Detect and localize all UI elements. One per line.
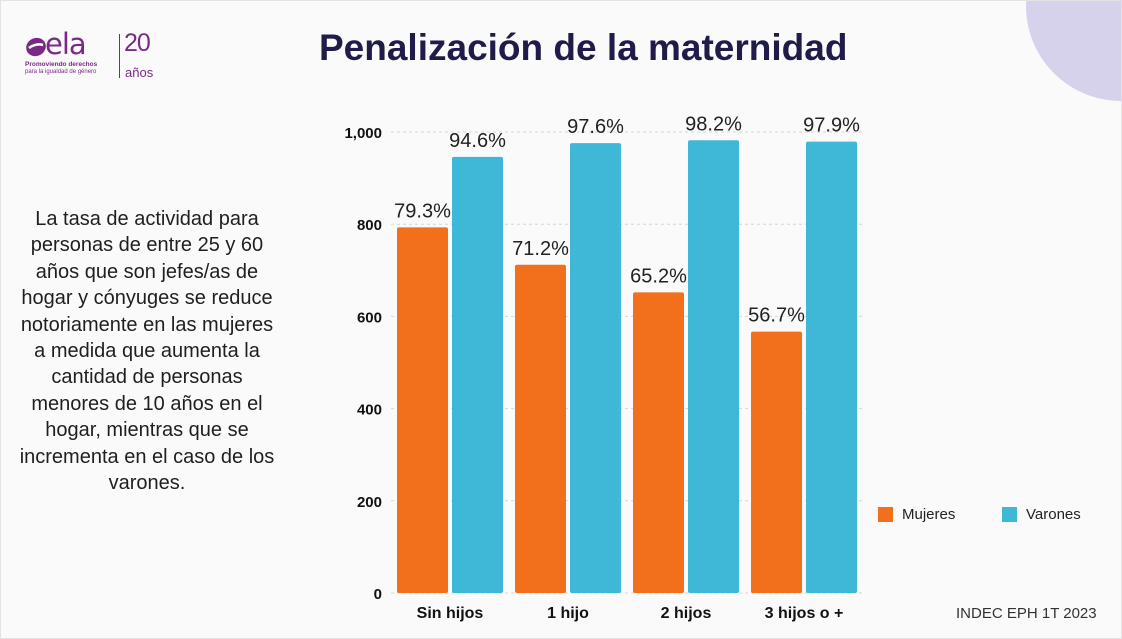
x-tick-label: 1 hijo	[547, 605, 589, 622]
logo-tagline-2: para la igualdad de género	[25, 69, 97, 75]
legend-swatch-varones	[1002, 507, 1017, 522]
data-label-varones: 97.6%	[567, 116, 624, 138]
page-title: Penalización de la maternidad	[319, 27, 848, 68]
logo-anniversary-number: 20	[124, 29, 151, 57]
y-tick-label: 800	[357, 217, 382, 234]
bar-mujeres	[515, 264, 566, 593]
y-tick-label: 0	[374, 586, 382, 603]
data-label-varones: 98.2%	[685, 113, 742, 135]
description-text: La tasa de actividad para personas de en…	[19, 208, 275, 495]
x-tick-label: 3 hijos o +	[765, 605, 844, 622]
x-tick-label: 2 hijos	[661, 605, 712, 622]
bar-mujeres	[633, 292, 684, 593]
ela-logo-icon	[26, 37, 46, 57]
y-tick-label: 1,000	[344, 125, 382, 142]
y-tick-label: 400	[357, 402, 382, 419]
logo-anniversary-word: años	[125, 65, 154, 80]
bar-mujeres	[751, 331, 802, 593]
legend-label-varones: Varones	[1026, 506, 1081, 523]
logo-name: ela	[45, 27, 87, 61]
legend-label-mujeres: Mujeres	[902, 506, 956, 523]
data-label-mujeres: 65.2%	[630, 265, 687, 287]
data-label-mujeres: 79.3%	[394, 200, 451, 222]
data-label-mujeres: 56.7%	[748, 305, 805, 327]
y-tick-label: 600	[357, 309, 382, 326]
ela-logo: ela Promoviendo derechos para la igualda…	[25, 27, 165, 86]
y-tick-label: 200	[357, 494, 382, 511]
bar-varones	[570, 143, 621, 593]
bar-varones	[806, 141, 857, 593]
x-tick-label: Sin hijos	[417, 605, 484, 622]
logo-tagline-1: Promoviendo derechos	[25, 61, 98, 68]
data-label-varones: 97.9%	[803, 115, 860, 137]
bar-varones	[452, 156, 503, 594]
logo-divider	[119, 34, 120, 78]
bar-mujeres	[397, 227, 448, 593]
source-note: INDEC EPH 1T 2023	[956, 605, 1097, 622]
legend-swatch-mujeres	[878, 507, 893, 522]
bar-varones	[688, 140, 739, 593]
data-label-varones: 94.6%	[449, 130, 506, 152]
data-label-mujeres: 71.2%	[512, 238, 569, 260]
